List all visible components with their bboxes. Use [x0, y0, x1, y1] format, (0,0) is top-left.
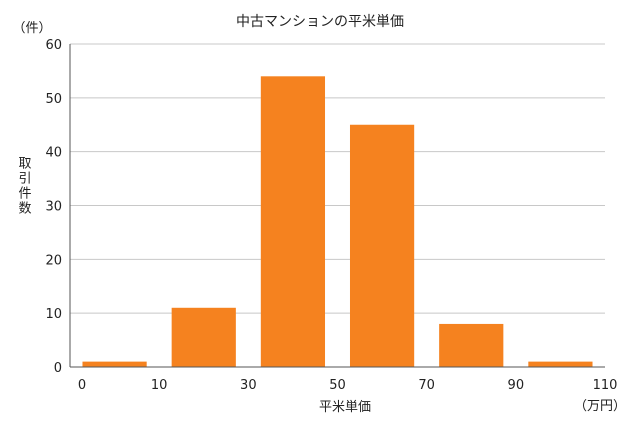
- x-tick-label: 30: [240, 378, 257, 393]
- x-tick-label: 110: [593, 378, 618, 393]
- y-axis-label-char: 取: [18, 157, 31, 172]
- y-axis-label: 取引件数: [18, 157, 31, 217]
- y-axis-label-char: 数: [18, 201, 31, 216]
- gridlines: [70, 43, 605, 314]
- y-axis-unit: （件）: [12, 21, 51, 36]
- bar-90-110: [528, 361, 593, 367]
- bar-70-90: [439, 323, 504, 367]
- bar-30-50: [260, 76, 326, 368]
- x-axis-label: 平米単価: [319, 399, 371, 415]
- bars: [82, 76, 593, 368]
- x-tick-labels: 0 10 30 50 70 90 110: [78, 378, 618, 393]
- bar-50-70: [349, 124, 415, 367]
- y-tick-label: 60: [45, 38, 62, 53]
- y-tick-label: 40: [45, 146, 62, 161]
- y-tick-label: 50: [45, 92, 62, 107]
- x-tick-label: 0: [78, 378, 86, 393]
- y-tick-label: 20: [45, 253, 62, 268]
- axes: [69, 44, 605, 368]
- y-axis-label-char: 引: [18, 171, 31, 186]
- x-tick-label: 50: [329, 378, 346, 393]
- bar-10-30: [171, 307, 236, 367]
- chart-title: 中古マンションの平米単価: [236, 14, 404, 30]
- x-axis-unit: （万円）: [574, 399, 626, 414]
- y-tick-label: 30: [45, 200, 62, 215]
- y-tick-labels: 0 10 20 30 40 50 60: [45, 38, 62, 376]
- x-tick-label: 90: [508, 378, 525, 393]
- y-axis-label-char: 件: [18, 186, 31, 201]
- bar-0-10: [82, 361, 147, 367]
- y-tick-label: 10: [45, 307, 62, 322]
- y-tick-label: 0: [54, 361, 62, 376]
- x-tick-label: 10: [151, 378, 168, 393]
- x-tick-label: 70: [418, 378, 435, 393]
